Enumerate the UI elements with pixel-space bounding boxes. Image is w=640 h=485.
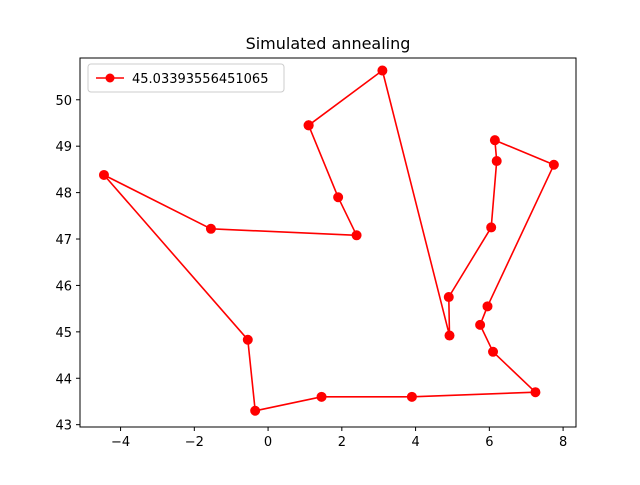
data-point (406, 391, 417, 402)
y-tick-label: 43 (55, 419, 72, 434)
x-tick-label: 4 (411, 435, 419, 450)
legend: 45.03393556451065 (87, 63, 285, 93)
data-point (98, 169, 109, 180)
data-point (242, 334, 253, 345)
data-point (488, 346, 499, 357)
data-point (491, 156, 502, 167)
data-point (205, 223, 216, 234)
legend-marker (105, 73, 115, 83)
data-point (333, 192, 344, 203)
y-tick-label: 46 (55, 279, 72, 294)
data-point (530, 387, 541, 398)
chart-title: Simulated annealing (246, 34, 411, 53)
y-tick-label: 44 (55, 372, 72, 387)
legend-box (87, 63, 285, 93)
x-tick-label: −2 (185, 435, 204, 450)
x-tick-label: 0 (264, 435, 272, 450)
data-point (303, 120, 314, 131)
data-point (377, 65, 388, 76)
x-tick-label: −4 (111, 435, 130, 450)
y-tick-label: 50 (55, 94, 72, 109)
plot-layer (98, 65, 559, 416)
y-tick-label: 45 (55, 326, 72, 341)
data-point (486, 222, 497, 233)
legend-label: 45.03393556451065 (132, 72, 268, 87)
x-tick-label: 8 (559, 435, 567, 450)
data-point (482, 301, 493, 312)
data-point (443, 292, 454, 303)
y-tick-label: 47 (55, 233, 72, 248)
x-tick-label: 2 (338, 435, 346, 450)
y-tick-label: 49 (55, 140, 72, 155)
data-point (489, 135, 500, 146)
data-point (444, 330, 455, 341)
x-axis: −4 −2 0 2 4 6 8 (111, 427, 567, 450)
data-point (351, 230, 362, 241)
data-point (548, 159, 559, 170)
axes-frame (79, 57, 577, 428)
data-point (250, 405, 261, 416)
x-tick-label: 6 (485, 435, 493, 450)
y-axis: 43 44 45 46 47 48 49 50 (55, 94, 80, 434)
y-tick-label: 48 (55, 187, 72, 202)
data-point (316, 391, 327, 402)
data-point (475, 319, 486, 330)
